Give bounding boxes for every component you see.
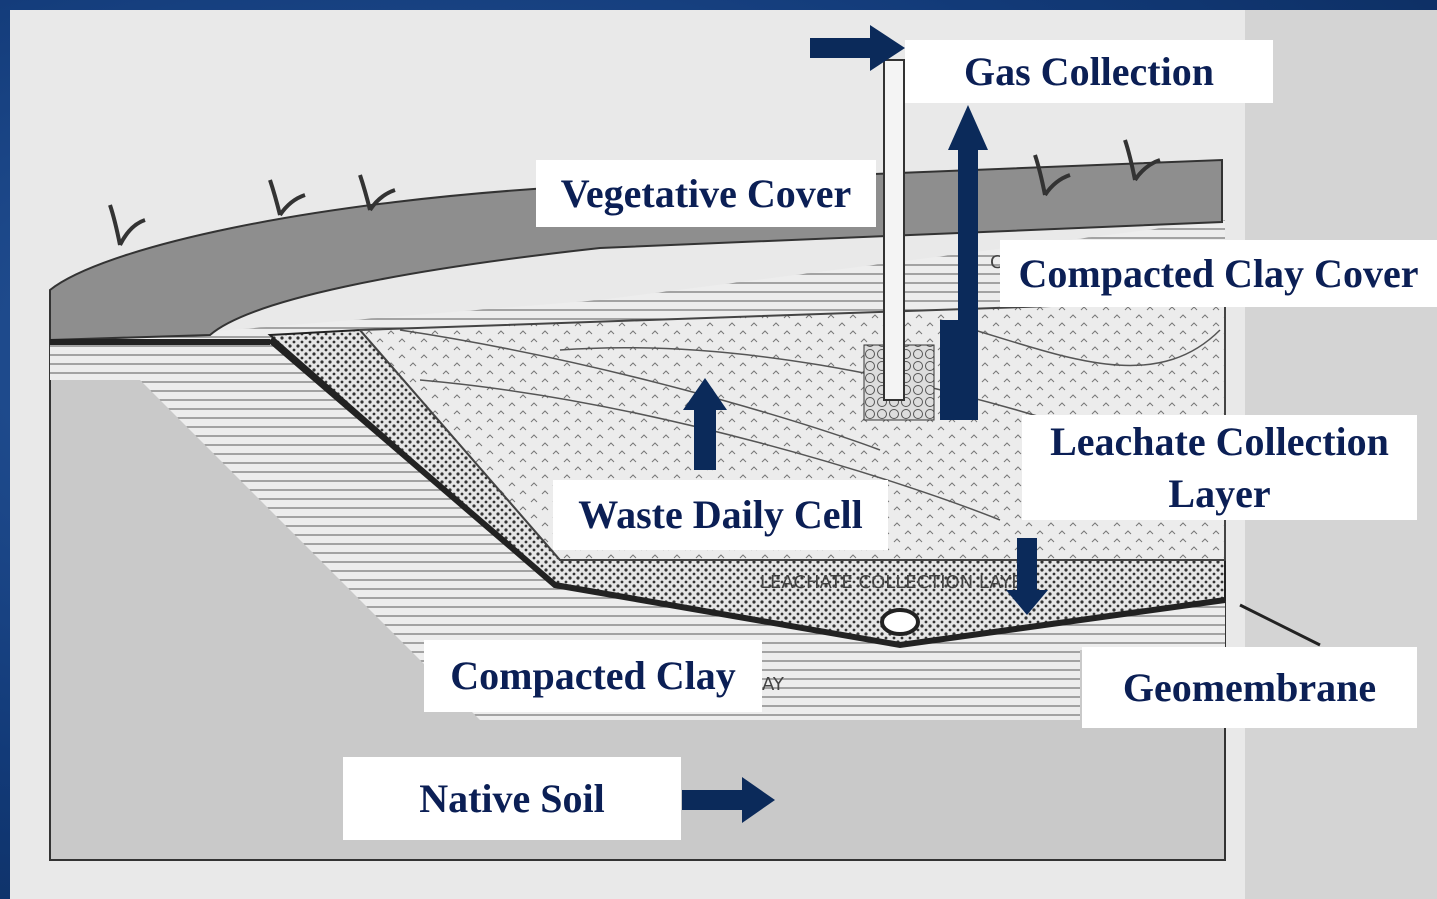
label-text: Gas Collection: [964, 48, 1214, 94]
drawing-text: LEACHATE COLLECTION LAYER: [760, 572, 1035, 593]
label-text: Geomembrane: [1122, 664, 1377, 710]
geomembrane-line: [268, 337, 1226, 649]
drawing-text: AY: [762, 674, 785, 695]
pointer-line: [1239, 603, 1321, 647]
label-text: Layer: [1168, 470, 1271, 516]
cell-lines: [399, 319, 1221, 521]
label: Compacted Clay: [424, 640, 762, 712]
label: Gas Collection: [905, 40, 1273, 103]
arrow: [1006, 538, 1048, 615]
label-text: Waste Daily Cell: [578, 492, 863, 537]
gas-pipe: [883, 59, 905, 401]
label-text: Vegetative Cover: [560, 170, 852, 216]
label: Compacted Clay Cover: [1000, 240, 1437, 307]
plants: [108, 139, 1161, 246]
label: Native Soil: [343, 757, 681, 840]
arrow: [683, 378, 727, 470]
arrow: [810, 25, 905, 71]
label-text: Leachate Collection: [1050, 418, 1389, 464]
pipe: [880, 608, 920, 636]
label: Leachate Collection Layer: [1022, 415, 1417, 520]
label: Vegetative Cover: [536, 160, 876, 227]
arrows: [682, 25, 1048, 823]
drawing-text: C: [990, 252, 1003, 273]
label-text: Native Soil: [419, 775, 605, 821]
label: Geomembrane: [1082, 647, 1417, 728]
label: Waste Daily Cell: [553, 480, 888, 550]
label-text: Compacted Clay Cover: [1018, 250, 1419, 296]
arrow: [682, 777, 775, 823]
arrow: [940, 105, 988, 420]
label-text: Compacted Clay: [450, 653, 736, 698]
